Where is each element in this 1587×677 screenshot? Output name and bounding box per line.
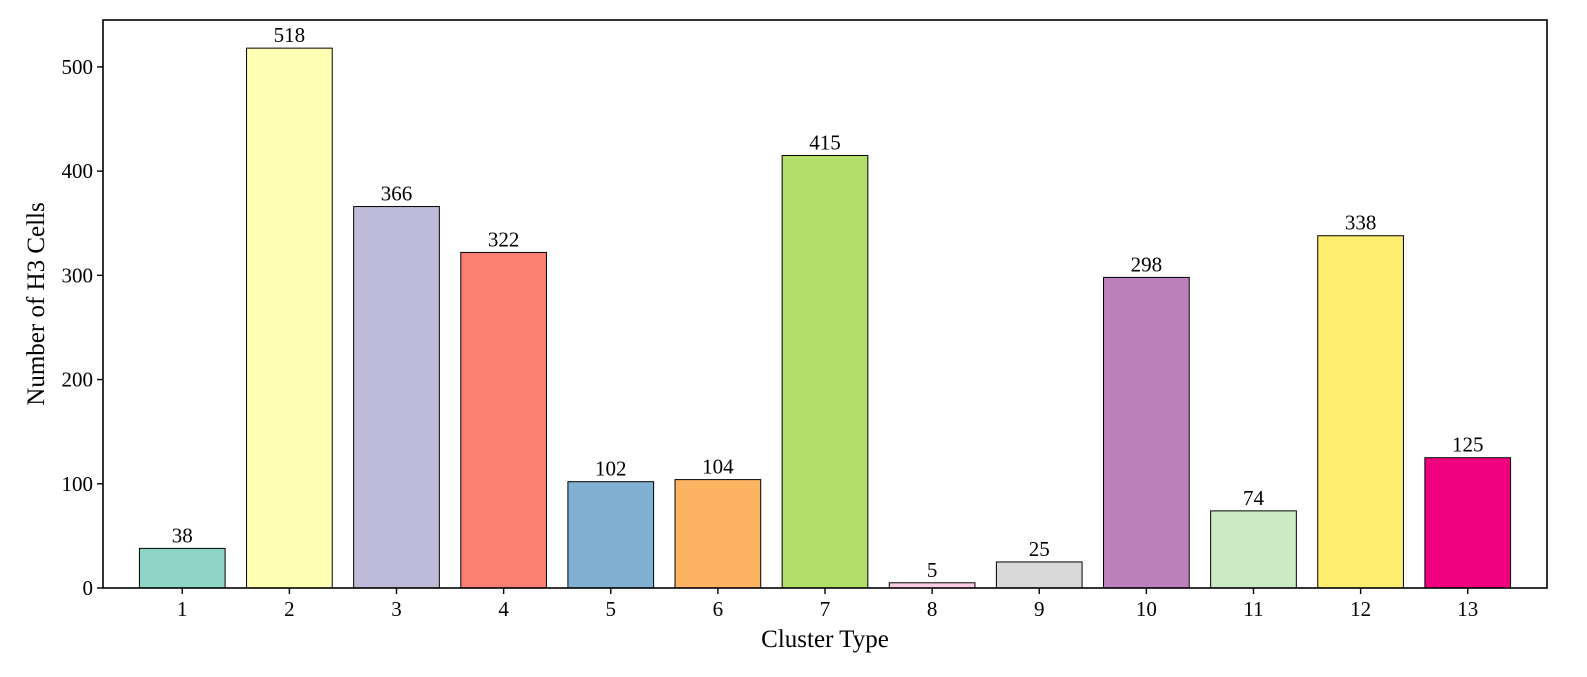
x-tick-label: 3	[391, 597, 402, 621]
data-label-cluster-11: 74	[1243, 486, 1265, 510]
bar-cluster-11	[1210, 510, 1297, 589]
x-tick-label: 9	[1034, 597, 1045, 621]
x-tick-label: 4	[498, 597, 509, 621]
x-tick-label: 6	[713, 597, 724, 621]
x-tick-label: 11	[1243, 597, 1263, 621]
y-tick-label: 200	[62, 368, 94, 392]
bar-cluster-13	[1424, 457, 1512, 589]
bar-cluster-9	[995, 561, 1083, 589]
data-label-cluster-7: 415	[809, 130, 841, 154]
data-label-cluster-8: 5	[927, 558, 938, 582]
data-label-cluster-10: 298	[1131, 252, 1163, 276]
x-tick-label: 5	[606, 597, 617, 621]
bar-cluster-5	[567, 481, 655, 589]
x-tick-label: 2	[284, 597, 295, 621]
x-tick-label: 7	[820, 597, 831, 621]
bars-layer	[138, 47, 1512, 589]
data-label-cluster-1: 38	[172, 523, 193, 547]
data-labels-layer: 38 518 366 322 102 104 415 5 25 298 74 338 125	[172, 23, 1484, 582]
y-tick-label: 500	[62, 55, 94, 79]
bar-cluster-12	[1317, 235, 1404, 589]
bar-cluster-10	[1103, 276, 1190, 589]
x-tick-label: 10	[1136, 597, 1157, 621]
data-label-cluster-12: 338	[1345, 211, 1377, 235]
bar-cluster-1	[138, 547, 226, 589]
y-tick-label: 0	[83, 576, 94, 600]
data-label-cluster-5: 102	[595, 457, 627, 481]
bar-cluster-7	[781, 154, 869, 589]
bar-cluster-2	[246, 47, 333, 589]
x-tick-label: 13	[1457, 597, 1478, 621]
x-tick-label: 12	[1350, 597, 1371, 621]
x-tick-label: 1	[177, 597, 188, 621]
x-axis-label: Cluster Type	[761, 626, 889, 653]
bar-cluster-6	[674, 479, 762, 589]
bar-cluster-4	[460, 251, 547, 589]
x-tick-label: 8	[927, 597, 938, 621]
data-label-cluster-9: 25	[1029, 537, 1050, 561]
data-label-cluster-6: 104	[702, 455, 734, 479]
bar-cluster-3	[353, 206, 440, 589]
y-axis-label: Number of H3 Cells	[23, 202, 50, 405]
x-axis-ticks: 1 2 3 4 5 6 7 8 9 10 11 12 13	[177, 588, 1478, 621]
plot-area-frame	[102, 19, 1548, 589]
y-axis-ticks: 0 100 200 300 400 500	[62, 55, 103, 600]
y-tick-label: 100	[62, 472, 94, 496]
data-label-cluster-2: 518	[274, 23, 306, 47]
y-tick-label: 400	[62, 159, 94, 183]
y-tick-label: 300	[62, 263, 94, 287]
data-label-cluster-3: 366	[381, 182, 413, 206]
data-label-cluster-4: 322	[488, 227, 520, 251]
data-label-cluster-13: 125	[1452, 433, 1484, 457]
